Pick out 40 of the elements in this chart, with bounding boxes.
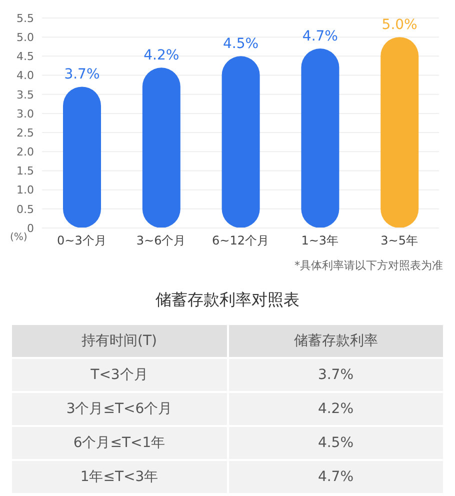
y-tick-label: 4.0: [16, 69, 34, 82]
y-tick-label: 5.5: [16, 12, 34, 25]
y-tick-label: 0.5: [16, 202, 34, 216]
bar: [380, 37, 419, 228]
bar: [142, 68, 180, 228]
y-tick-label: 2.0: [16, 146, 34, 159]
y-tick-label: 5.0: [16, 30, 34, 44]
x-tick-label: 6~12个月: [212, 234, 269, 248]
y-tick-label: 4.5: [16, 50, 34, 64]
data-label: 4.5%: [223, 36, 259, 52]
text: 6个月≤T<1年: [72, 434, 166, 453]
y-tick-label: 1.5: [16, 164, 34, 178]
text: T<3个月: [90, 366, 149, 385]
data-label: 5.0%: [382, 17, 418, 34]
text: 3.7%: [226, 359, 443, 391]
y-tick-label: 0: [27, 222, 34, 235]
text: 储蓄存款利率对照表: [154, 290, 300, 311]
text: 3个月≤T<6个月: [65, 400, 174, 419]
x-tick-label: 1~3年: [301, 234, 339, 248]
bar: [301, 48, 340, 228]
y-tick-label: 3.5: [16, 88, 34, 102]
y-axis-title: (%): [10, 232, 28, 243]
y-tick-label: 2.5: [16, 126, 34, 140]
text: 4.5%: [226, 427, 443, 459]
x-tick-label: 0~3个月: [57, 234, 106, 248]
text: 储蓄存款利率: [226, 325, 443, 357]
y-tick-label: 3.0: [16, 107, 34, 120]
bar: [63, 86, 101, 228]
text: 持有时间(T): [80, 332, 158, 351]
x-tick-label: 3~6个月: [136, 234, 186, 248]
text: 4.7%: [226, 461, 443, 493]
y-tick-label: 1.0: [16, 184, 34, 197]
text: 4.2%: [226, 393, 443, 425]
text: *具体利率请以下方对照表为准: [294, 258, 443, 273]
data-label: 3.7%: [64, 66, 100, 83]
x-tick-label: 3~5年: [380, 234, 418, 248]
data-label: 4.7%: [302, 28, 338, 45]
data-label: 4.2%: [144, 48, 180, 64]
text: 1年≤T<3年: [79, 468, 160, 487]
bar: [222, 56, 260, 228]
